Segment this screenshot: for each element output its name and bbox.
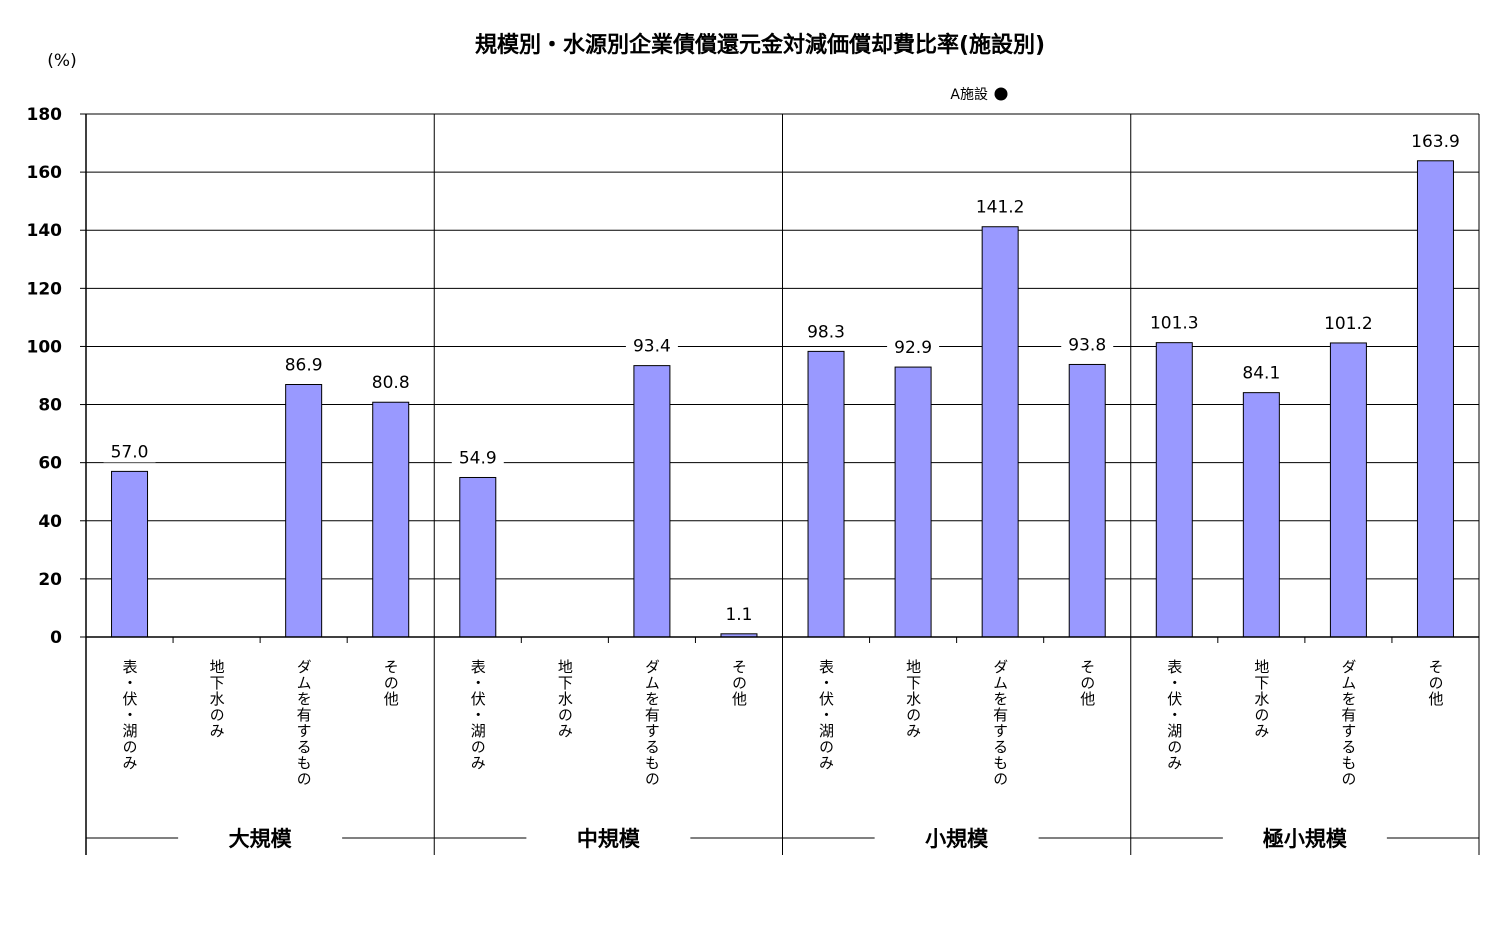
- y-tick-label: 100: [27, 337, 63, 357]
- y-tick-label: 0: [50, 628, 62, 648]
- value-label: 163.9: [1411, 132, 1460, 152]
- bar: [633, 365, 671, 638]
- value-label: 80.8: [372, 373, 410, 393]
- value-label: 101.2: [1324, 314, 1373, 334]
- y-axis-unit: (%): [47, 51, 76, 71]
- bar: [285, 384, 323, 638]
- y-tick-label: 120: [27, 279, 63, 299]
- y-tick-label: 140: [27, 221, 63, 241]
- value-label-bg: [887, 336, 940, 359]
- value-label: 141.2: [976, 198, 1025, 218]
- category-label: その他: [1426, 659, 1444, 707]
- bar: [807, 350, 845, 638]
- category-label: 表・伏・湖のみ: [817, 659, 835, 771]
- value-label-bg: [968, 195, 1032, 218]
- value-label: 54.9: [459, 448, 497, 468]
- bar: [1416, 160, 1454, 638]
- category-label: ダムを有するもの: [991, 659, 1009, 787]
- value-label: 101.3: [1150, 314, 1199, 334]
- group-label: 極小規模: [1263, 827, 1348, 851]
- category-label: その他: [382, 659, 400, 707]
- category-label: ダムを有するもの: [295, 659, 313, 787]
- value-label: 86.9: [285, 356, 323, 376]
- value-label-bg: [451, 446, 504, 469]
- value-label: 1.1: [725, 605, 752, 625]
- category-label: ダムを有するもの: [643, 659, 661, 787]
- bar: [1155, 342, 1193, 638]
- bar: [459, 476, 497, 638]
- category-label: 地下水のみ: [556, 659, 574, 739]
- category-label: その他: [1078, 659, 1096, 707]
- category-label: ダムを有するもの: [1339, 659, 1357, 787]
- category-label: 地下水のみ: [904, 659, 922, 739]
- category-label: その他: [730, 659, 748, 707]
- bar: [1242, 392, 1280, 638]
- value-label-bg: [364, 371, 417, 394]
- value-label-bg: [625, 334, 678, 357]
- chart-title: 規模別・水源別企業債償還元金対減価償却費比率(施設別): [475, 32, 1045, 58]
- y-tick-label: 180: [27, 105, 63, 125]
- category-label: 地下水のみ: [208, 659, 226, 739]
- bar: [1329, 342, 1367, 638]
- bar: [1068, 363, 1106, 638]
- value-label-bg: [1235, 361, 1288, 384]
- group-label: 中規模: [577, 827, 641, 851]
- bar: [981, 226, 1019, 638]
- bar: [372, 401, 410, 638]
- value-label-bg: [103, 440, 156, 463]
- value-label: 57.0: [111, 442, 149, 462]
- value-label-bg: [1061, 333, 1114, 356]
- legend: A施設: [950, 87, 1008, 103]
- value-label: 93.8: [1068, 335, 1106, 355]
- value-label-bg: [1404, 129, 1467, 152]
- y-tick-label: 40: [38, 512, 62, 532]
- category-label: 表・伏・湖のみ: [469, 659, 487, 771]
- y-tick-label: 160: [27, 163, 63, 183]
- y-tick-label: 20: [38, 570, 62, 590]
- legend-label: A施設: [950, 87, 988, 103]
- value-label: 92.9: [894, 338, 932, 358]
- y-tick-label: 60: [38, 454, 62, 474]
- value-label-bg: [1317, 311, 1380, 334]
- value-label-bg: [277, 353, 330, 376]
- value-label: 98.3: [807, 322, 845, 342]
- value-label-bg: [1143, 311, 1206, 334]
- value-label-bg: [800, 320, 853, 343]
- group-label: 小規模: [925, 827, 989, 851]
- group-label: 大規模: [229, 827, 293, 851]
- value-label: 84.1: [1242, 364, 1280, 384]
- value-label: 93.4: [633, 337, 671, 357]
- legend-marker-circle: [994, 87, 1008, 101]
- category-label: 地下水のみ: [1252, 659, 1270, 739]
- y-tick-label: 80: [38, 396, 62, 416]
- category-label: 表・伏・湖のみ: [1165, 659, 1183, 771]
- value-label-bg: [718, 602, 760, 625]
- category-label: 表・伏・湖のみ: [121, 659, 139, 771]
- bar: [111, 470, 149, 638]
- bar: [894, 366, 932, 638]
